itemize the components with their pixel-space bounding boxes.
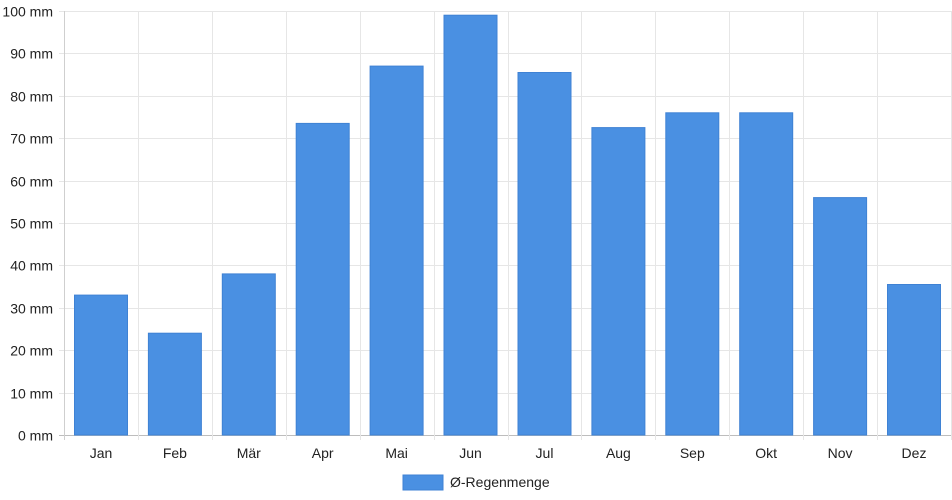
x-tick-label-Mai: Mai: [385, 445, 408, 461]
legend-label-rainfall: Ø-Regenmenge: [450, 474, 550, 490]
y-tick-label-0: 0 mm: [18, 428, 53, 444]
bars-group: [74, 14, 941, 436]
x-tick-label-Mär: Mär: [237, 445, 261, 461]
x-tick-label-Apr: Apr: [312, 445, 334, 461]
y-tick-labels: 0 mm 10 mm 20 mm 30 mm 40 mm 50 mm 60 mm 70 mm 8…: [2, 4, 53, 444]
legend-swatch-rainfall: [402, 474, 444, 491]
x-tick-label-Aug: Aug: [606, 445, 631, 461]
bar-Sep: [665, 112, 720, 436]
x-tick-label-Nov: Nov: [828, 445, 853, 461]
y-tick-label-30: 30 mm: [10, 301, 53, 317]
y-tick-label-50: 50 mm: [10, 216, 53, 232]
y-tick-label-90: 90 mm: [10, 46, 53, 62]
bar-Mai: [369, 65, 424, 436]
y-tick-label-80: 80 mm: [10, 89, 53, 105]
bar-Jun: [443, 14, 498, 436]
y-tick-label-100: 100 mm: [2, 4, 53, 20]
y-tick-label-10: 10 mm: [10, 386, 53, 402]
bar-Aug: [591, 127, 646, 436]
y-tick-label-20: 20 mm: [10, 343, 53, 359]
x-tick-label-Jun: Jun: [459, 445, 482, 461]
bar-Okt: [739, 112, 794, 436]
bar-Apr: [295, 122, 350, 436]
bar-Nov: [813, 197, 868, 436]
bar-Dez: [887, 284, 941, 436]
bar-Feb: [147, 332, 202, 436]
x-tick-labels: Jan Feb Mär Apr Mai Jun Jul Aug Sep Okt Nov Dez: [90, 445, 927, 461]
bar-Jan: [74, 294, 128, 436]
x-tick-label-Feb: Feb: [163, 445, 187, 461]
x-tick-label-Dez: Dez: [902, 445, 927, 461]
x-tick-label-Jul: Jul: [536, 445, 554, 461]
x-tick-label-Jan: Jan: [90, 445, 113, 461]
legend: Ø-Regenmenge: [402, 474, 550, 491]
y-tick-label-60: 60 mm: [10, 174, 53, 190]
bar-Mär: [221, 273, 276, 436]
y-tick-label-70: 70 mm: [10, 131, 53, 147]
x-tick-label-Sep: Sep: [680, 445, 705, 461]
bar-Jul: [517, 72, 572, 436]
y-tick-label-40: 40 mm: [10, 258, 53, 274]
x-tick-label-Okt: Okt: [755, 445, 777, 461]
